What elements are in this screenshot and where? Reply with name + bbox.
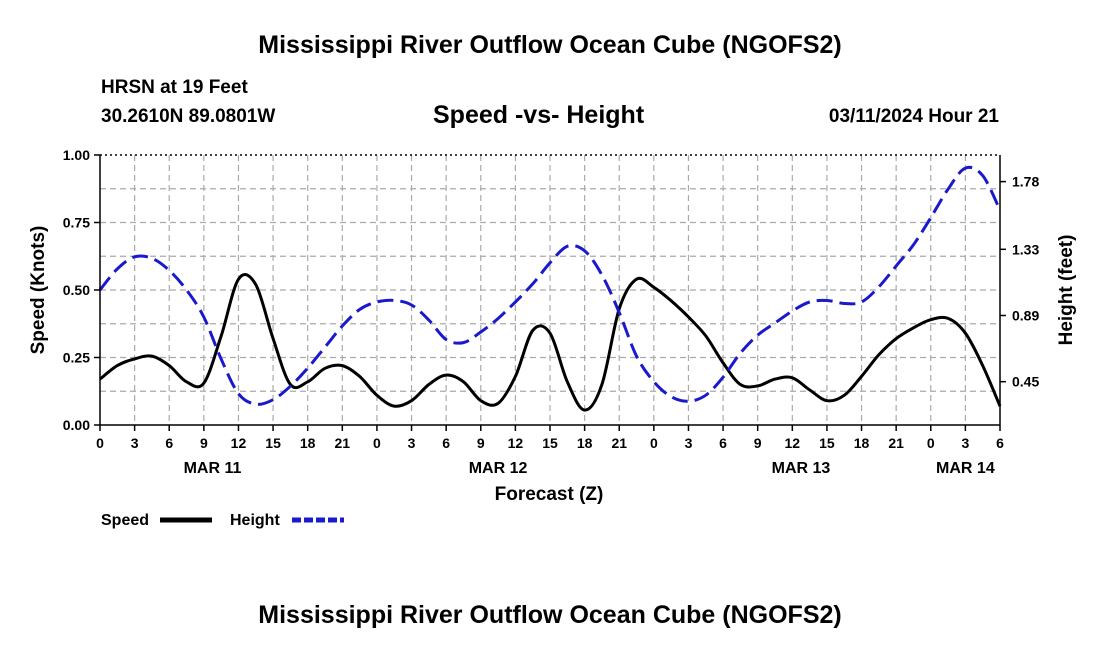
x-tick-label: 21 bbox=[888, 435, 904, 451]
x-axis-label: Forecast (Z) bbox=[495, 484, 604, 505]
station-label: HRSN at 19 Feet bbox=[101, 77, 248, 98]
x-tick-label: 3 bbox=[131, 435, 139, 451]
series-speed-line bbox=[99, 273, 1002, 412]
x-tick-label: 15 bbox=[542, 435, 558, 451]
x-tick-label: 6 bbox=[996, 435, 1004, 451]
x-tick-label: 9 bbox=[200, 435, 208, 451]
x-tick-label: 0 bbox=[927, 435, 935, 451]
x-tick-label: 21 bbox=[335, 435, 351, 451]
x-tick-label: 3 bbox=[685, 435, 693, 451]
series-layer bbox=[98, 165, 1002, 412]
x-date-label: MAR 11 bbox=[184, 460, 242, 477]
x-tick-label: 3 bbox=[408, 435, 416, 451]
y-tick-label: 0.00 bbox=[63, 417, 90, 433]
grid-layer bbox=[100, 154, 1000, 425]
x-tick-label: 6 bbox=[165, 435, 173, 451]
x-tick-label: 6 bbox=[719, 435, 727, 451]
y-tick-label: 0.50 bbox=[63, 282, 90, 298]
station-coords: 30.2610N 89.0801W bbox=[101, 106, 276, 127]
x-tick-label: 18 bbox=[577, 435, 593, 451]
x-tick-label: 18 bbox=[300, 435, 316, 451]
x-tick-label: 0 bbox=[650, 435, 658, 451]
chart-subtitle: Speed -vs- Height bbox=[433, 101, 645, 129]
y-tick-label: 0.25 bbox=[63, 350, 90, 366]
x-tick-label: 21 bbox=[611, 435, 627, 451]
chart-title: Mississippi River Outflow Ocean Cube (NG… bbox=[258, 31, 842, 59]
x-tick-label: 9 bbox=[754, 435, 762, 451]
footer-title: Mississippi River Outflow Ocean Cube (NG… bbox=[258, 601, 842, 629]
axis-layer: 0 3 6 9 12 15 18 21 0 3 6 9 12 15 18 21 0 3 6 9 12 15 18 21 0 3 6M… bbox=[63, 147, 1040, 477]
x-tick-label: 6 bbox=[442, 435, 450, 451]
x-tick-label: 0 bbox=[96, 435, 104, 451]
y-tick-label: 0.75 bbox=[63, 215, 90, 231]
x-date-label: MAR 12 bbox=[469, 460, 528, 477]
legend-speed-label: Speed bbox=[101, 512, 149, 529]
y2-tick-label: 1.78 bbox=[1012, 174, 1039, 190]
x-tick-label: 18 bbox=[854, 435, 870, 451]
x-tick-label: 3 bbox=[961, 435, 969, 451]
y2-axis-label: Height (feet) bbox=[1056, 235, 1077, 346]
y-axis-label: Speed (Knots) bbox=[28, 226, 49, 355]
series-height-line bbox=[98, 165, 1002, 406]
x-tick-label: 12 bbox=[508, 435, 524, 451]
legend: Speed Height bbox=[101, 512, 344, 529]
labels-layer: Forecast (Z) Speed (Knots) Height (feet) bbox=[28, 226, 1077, 505]
x-date-label: MAR 13 bbox=[772, 460, 831, 477]
y2-tick-label: 0.89 bbox=[1012, 307, 1039, 323]
y2-tick-label: 0.45 bbox=[1012, 374, 1039, 390]
x-tick-label: 15 bbox=[819, 435, 835, 451]
x-tick-label: 15 bbox=[265, 435, 281, 451]
x-tick-label: 12 bbox=[231, 435, 247, 451]
forecast-datetime: 03/11/2024 Hour 21 bbox=[828, 106, 999, 127]
x-date-label: MAR 14 bbox=[936, 460, 995, 477]
x-tick-label: 0 bbox=[373, 435, 381, 451]
x-tick-label: 12 bbox=[785, 435, 801, 451]
y2-tick-label: 1.33 bbox=[1012, 241, 1039, 257]
legend-height-label: Height bbox=[230, 512, 280, 529]
x-tick-label: 9 bbox=[477, 435, 485, 451]
y-tick-label: 1.00 bbox=[63, 147, 90, 163]
